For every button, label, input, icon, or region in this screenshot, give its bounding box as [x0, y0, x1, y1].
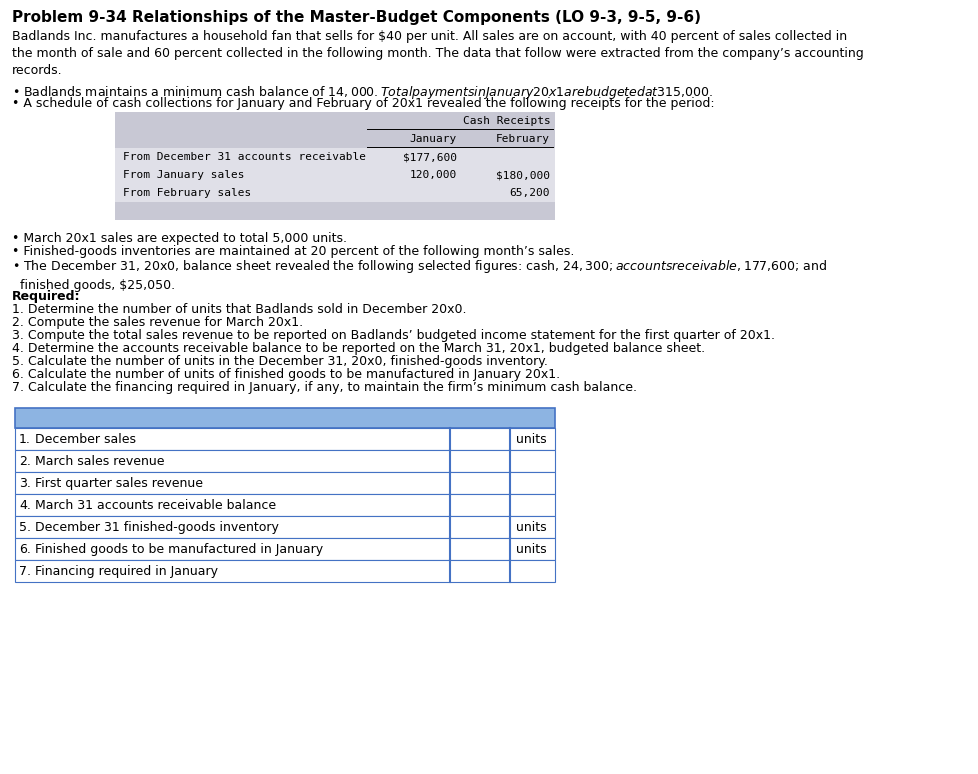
Bar	[114, 202, 555, 220]
Text: 6. Calculate the number of units of finished goods to be manufactured in January: 6. Calculate the number of units of fini…	[12, 368, 559, 381]
Text: 5. Calculate the number of units in the December 31, 20x0, finished-goods invent: 5. Calculate the number of units in the …	[12, 355, 548, 368]
Text: February: February	[496, 134, 550, 144]
Text: Financing required in January: Financing required in January	[35, 565, 218, 578]
Bar	[15, 516, 555, 538]
Text: From February sales: From February sales	[123, 188, 251, 198]
Text: $177,600: $177,600	[403, 152, 457, 162]
Text: 4. Determine the accounts receivable balance to be reported on the March 31, 20x: 4. Determine the accounts receivable bal…	[12, 342, 704, 355]
Bar	[15, 560, 555, 582]
Bar	[15, 472, 555, 494]
Text: 2.: 2.	[19, 455, 31, 468]
Text: • A schedule of cash collections for January and February of 20x1 revealed the f: • A schedule of cash collections for Jan…	[12, 97, 714, 110]
Text: units: units	[515, 433, 546, 446]
Text: March 31 accounts receivable balance: March 31 accounts receivable balance	[35, 499, 276, 512]
Text: 7. Calculate the financing required in January, if any, to maintain the firm’s m: 7. Calculate the financing required in J…	[12, 381, 637, 394]
Text: 7.: 7.	[19, 565, 31, 578]
Text: 4.: 4.	[19, 499, 31, 512]
Text: • March 20x1 sales are expected to total 5,000 units.: • March 20x1 sales are expected to total…	[12, 232, 346, 245]
Text: Finished goods to be manufactured in January: Finished goods to be manufactured in Jan…	[35, 543, 323, 556]
Bar	[15, 450, 555, 472]
Text: First quarter sales revenue: First quarter sales revenue	[35, 477, 202, 490]
Text: 5.: 5.	[19, 521, 31, 534]
Text: 1.: 1.	[19, 433, 31, 446]
Bar	[15, 428, 555, 450]
Text: • The December 31, 20x0, balance sheet revealed the following selected figures: : • The December 31, 20x0, balance sheet r…	[12, 258, 826, 292]
Text: December 31 finished-goods inventory: December 31 finished-goods inventory	[35, 521, 279, 534]
Text: 3.: 3.	[19, 477, 31, 490]
Bar	[114, 148, 555, 202]
Text: December sales: December sales	[35, 433, 136, 446]
Bar	[15, 494, 555, 516]
Text: From December 31 accounts receivable: From December 31 accounts receivable	[123, 152, 366, 162]
Text: Required:: Required:	[12, 290, 80, 303]
Text: units: units	[515, 521, 546, 534]
Text: March sales revenue: March sales revenue	[35, 455, 164, 468]
Text: • Finished-goods inventories are maintained at 20 percent of the following month: • Finished-goods inventories are maintai…	[12, 245, 574, 258]
Text: 6.: 6.	[19, 543, 31, 556]
Text: Cash Receipts: Cash Receipts	[463, 116, 550, 126]
Text: January: January	[410, 134, 457, 144]
Bar	[15, 408, 555, 428]
Text: Problem 9-34 Relationships of the Master-Budget Components (LO 9-3, 9-5, 9-6): Problem 9-34 Relationships of the Master…	[12, 10, 700, 25]
Text: units: units	[515, 543, 546, 556]
Text: 120,000: 120,000	[410, 170, 457, 180]
Text: • Badlands maintains a minimum cash balance of $14,000. Total payments in Januar: • Badlands maintains a minimum cash bala…	[12, 84, 712, 101]
Bar	[114, 112, 555, 148]
Bar	[15, 538, 555, 560]
Text: $180,000: $180,000	[496, 170, 550, 180]
Text: 1. Determine the number of units that Badlands sold in December 20x0.: 1. Determine the number of units that Ba…	[12, 303, 467, 316]
Text: 3. Compute the total sales revenue to be reported on Badlands’ budgeted income s: 3. Compute the total sales revenue to be…	[12, 329, 775, 342]
Text: 65,200: 65,200	[509, 188, 550, 198]
Text: 2. Compute the sales revenue for March 20x1.: 2. Compute the sales revenue for March 2…	[12, 316, 303, 329]
Text: From January sales: From January sales	[123, 170, 244, 180]
Text: Badlands Inc. manufactures a household fan that sells for $40 per unit. All sale: Badlands Inc. manufactures a household f…	[12, 30, 863, 77]
